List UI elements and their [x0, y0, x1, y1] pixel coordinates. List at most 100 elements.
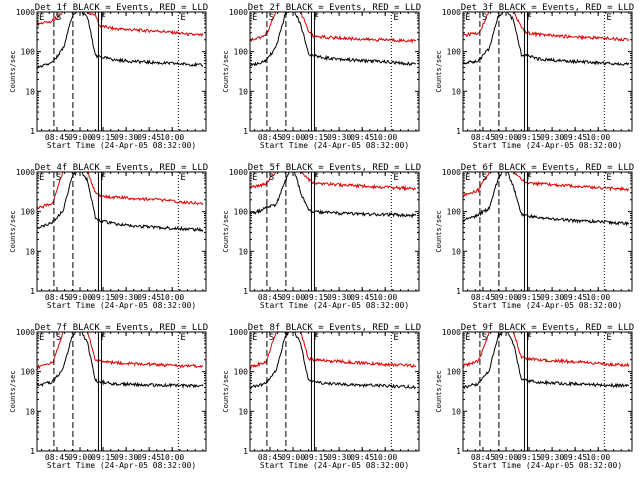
x-axis-label: Start Time (24-Apr-05 08:32:00) — [473, 461, 622, 470]
x-tick-label: 08:45 — [471, 293, 495, 302]
marker-label-S: S — [482, 13, 487, 23]
y-tick-label: 100 — [21, 368, 36, 377]
marker-label-E1: E — [252, 13, 257, 23]
x-tick-label: 09:45 — [137, 133, 161, 142]
series-events-line — [250, 12, 417, 67]
x-tick-label: 09:15 — [517, 453, 541, 462]
series-group — [37, 172, 204, 233]
x-tick-label: 09:15 — [304, 453, 328, 462]
y-tick-label: 1 — [456, 287, 461, 296]
x-axis-label: Start Time (24-Apr-05 08:32:00) — [473, 301, 622, 310]
series-events-line — [250, 172, 417, 219]
marker-label-E1: E — [465, 13, 470, 23]
y-axis-label: Counts/sec — [222, 210, 230, 252]
series-events-line — [463, 172, 630, 227]
x-tick-label: 10:00 — [160, 133, 184, 142]
plot-frame — [462, 331, 633, 452]
marker-label-F: F — [313, 13, 318, 23]
plot-frame — [36, 331, 207, 452]
marker-label-F: F — [100, 173, 105, 183]
x-tick-label: 09:00 — [68, 293, 92, 302]
marker-label-E2: E — [606, 173, 611, 183]
x-axis-label: Start Time (24-Apr-05 08:32:00) — [260, 301, 409, 310]
plot-frame — [462, 11, 633, 132]
y-tick-label: 1 — [30, 447, 35, 456]
x-axis-label: Start Time (24-Apr-05 08:32:00) — [47, 141, 196, 150]
marker-label-F: F — [313, 173, 318, 183]
y-tick-label: 1000 — [442, 168, 461, 177]
x-axis-label: Start Time (24-Apr-05 08:32:00) — [47, 301, 196, 310]
marker-label-E2: E — [180, 173, 185, 183]
y-tick-label: 100 — [21, 48, 36, 57]
marker-label-F: F — [100, 13, 105, 23]
y-tick-label: 10 — [25, 87, 35, 96]
y-tick-label: 100 — [447, 48, 462, 57]
marker-label-S: S — [269, 13, 274, 23]
marker-label-S: S — [482, 333, 487, 343]
panel-title: Det 7f BLACK = Events, RED = LLD — [35, 323, 208, 333]
x-tick-label: 09:45 — [350, 453, 374, 462]
y-tick-label: 10 — [25, 407, 35, 416]
y-tick-label: 1 — [456, 127, 461, 136]
marker-label-S: S — [482, 173, 487, 183]
x-tick-label: 09:00 — [494, 133, 518, 142]
series-group — [250, 172, 417, 219]
x-tick-label: 08:45 — [45, 133, 69, 142]
y-axis-label: Counts/sec — [9, 50, 17, 92]
panel-title: Det 1f BLACK = Events, RED = LLD — [35, 3, 208, 13]
y-tick-label: 100 — [234, 48, 249, 57]
marker-label-E2: E — [180, 13, 185, 23]
marker-label-F: F — [313, 333, 318, 343]
marker-label-F: F — [526, 173, 531, 183]
x-tick-label: 09:30 — [327, 133, 351, 142]
x-tick-label: 10:00 — [160, 453, 184, 462]
x-tick-label: 10:00 — [586, 293, 610, 302]
series-lld-line — [37, 332, 203, 371]
y-tick-label: 10 — [451, 407, 461, 416]
marker-label-E1: E — [465, 173, 470, 183]
series-lld-line — [463, 332, 630, 369]
x-tick-label: 09:00 — [68, 453, 92, 462]
plot-frame — [249, 171, 420, 292]
x-tick-label: 09:30 — [114, 453, 138, 462]
y-axis-label: Counts/sec — [435, 370, 443, 412]
y-tick-label: 1000 — [229, 328, 248, 337]
plot-frame — [462, 171, 633, 292]
marker-label-S: S — [56, 173, 61, 183]
y-tick-label: 100 — [447, 208, 462, 217]
series-group — [250, 332, 417, 390]
x-tick-label: 09:30 — [540, 453, 564, 462]
plot-frame — [36, 171, 207, 292]
series-lld-line — [37, 172, 204, 210]
x-tick-label: 09:00 — [281, 453, 305, 462]
y-tick-label: 100 — [21, 208, 36, 217]
y-axis-label: Counts/sec — [9, 370, 17, 412]
plot-frame — [249, 11, 420, 132]
x-tick-label: 09:45 — [563, 453, 587, 462]
x-tick-label: 09:15 — [91, 453, 115, 462]
x-tick-label: 09:15 — [517, 133, 541, 142]
y-axis-label: Counts/sec — [222, 370, 230, 412]
y-tick-label: 10 — [451, 247, 461, 256]
x-tick-label: 09:30 — [327, 293, 351, 302]
x-tick-label: 09:15 — [91, 133, 115, 142]
panel-title: Det 6f BLACK = Events, RED = LLD — [461, 163, 634, 173]
x-tick-label: 10:00 — [373, 453, 397, 462]
x-tick-label: 10:00 — [373, 133, 397, 142]
y-tick-label: 10 — [238, 407, 248, 416]
x-tick-label: 09:30 — [114, 293, 138, 302]
marker-label-E1: E — [39, 13, 44, 23]
plot-frame — [36, 11, 207, 132]
marker-label-E1: E — [252, 173, 257, 183]
y-axis-label: Counts/sec — [435, 210, 443, 252]
x-tick-label: 10:00 — [586, 133, 610, 142]
x-axis-label: Start Time (24-Apr-05 08:32:00) — [260, 141, 409, 150]
panel-title: Det 2f BLACK = Events, RED = LLD — [248, 3, 421, 13]
marker-label-F: F — [100, 333, 105, 343]
x-tick-label: 10:00 — [373, 293, 397, 302]
x-tick-label: 09:15 — [91, 293, 115, 302]
